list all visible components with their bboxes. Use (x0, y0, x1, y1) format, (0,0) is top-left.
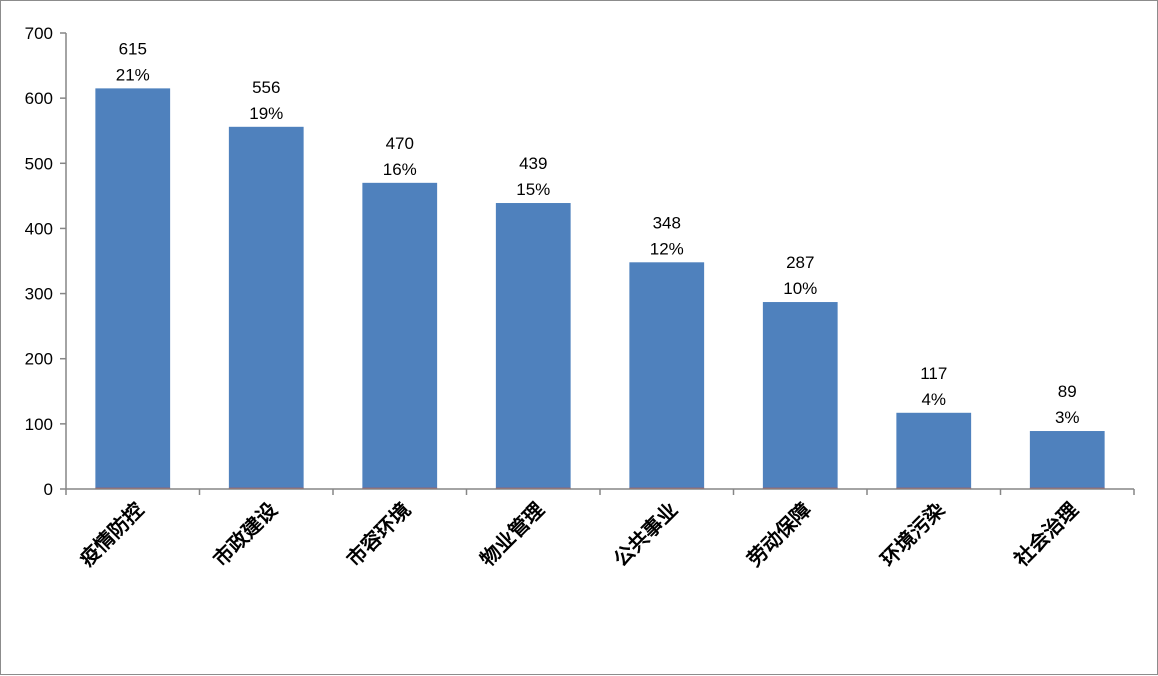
axes-group (65, 33, 1135, 495)
category-label: 市容环境 (342, 498, 416, 572)
y-tick-label: 300 (25, 285, 53, 304)
percent-label: 3% (1055, 408, 1080, 427)
data-labels-group: 615 21% 556 19% 470 16% 439 15% 348 12% 287 10% 117 4… (116, 39, 1080, 427)
bar (362, 182, 438, 490)
value-label: 348 (653, 213, 681, 232)
y-tick-label: 400 (25, 219, 53, 238)
bar (896, 412, 972, 489)
category-label: 社会治理 (1009, 498, 1083, 572)
percent-label: 21% (116, 65, 150, 84)
category-label: 公共事业 (609, 498, 683, 572)
bar (629, 262, 705, 489)
percent-label: 4% (921, 390, 946, 409)
percent-label: 15% (516, 180, 550, 199)
value-label: 556 (252, 78, 280, 97)
category-label: 物业管理 (475, 498, 549, 572)
bar (95, 88, 171, 489)
value-label: 615 (119, 39, 147, 58)
value-label: 439 (519, 154, 547, 173)
y-tick-label: 200 (25, 350, 53, 369)
bar (762, 302, 838, 489)
bar (228, 126, 304, 489)
value-label: 287 (786, 253, 814, 272)
category-label: 环境污染 (876, 497, 950, 571)
x-categories-group: 疫情防控 市政建设 市容环境 物业管理 公共事业 劳动保障 环境污染 社会治理 (75, 497, 1083, 572)
y-tick-label: 600 (25, 89, 53, 108)
category-label: 市政建设 (208, 498, 282, 572)
percent-label: 10% (783, 279, 817, 298)
bars-group (95, 88, 1105, 490)
value-label: 470 (386, 134, 414, 153)
percent-label: 16% (383, 160, 417, 179)
bar (495, 203, 571, 489)
category-label: 劳动保障 (742, 498, 816, 572)
value-label: 89 (1058, 382, 1077, 401)
percent-label: 12% (650, 239, 684, 258)
percent-label: 19% (249, 104, 283, 123)
y-tick-label: 500 (25, 154, 53, 173)
y-tick-label: 0 (44, 480, 53, 499)
y-ticks-group: 0 100 200 300 400 500 600 700 (25, 24, 66, 499)
value-label: 117 (920, 364, 947, 383)
y-tick-label: 700 (25, 24, 53, 43)
y-tick-label: 100 (25, 415, 53, 434)
category-label: 疫情防控 (75, 498, 149, 572)
bar (1029, 431, 1105, 489)
